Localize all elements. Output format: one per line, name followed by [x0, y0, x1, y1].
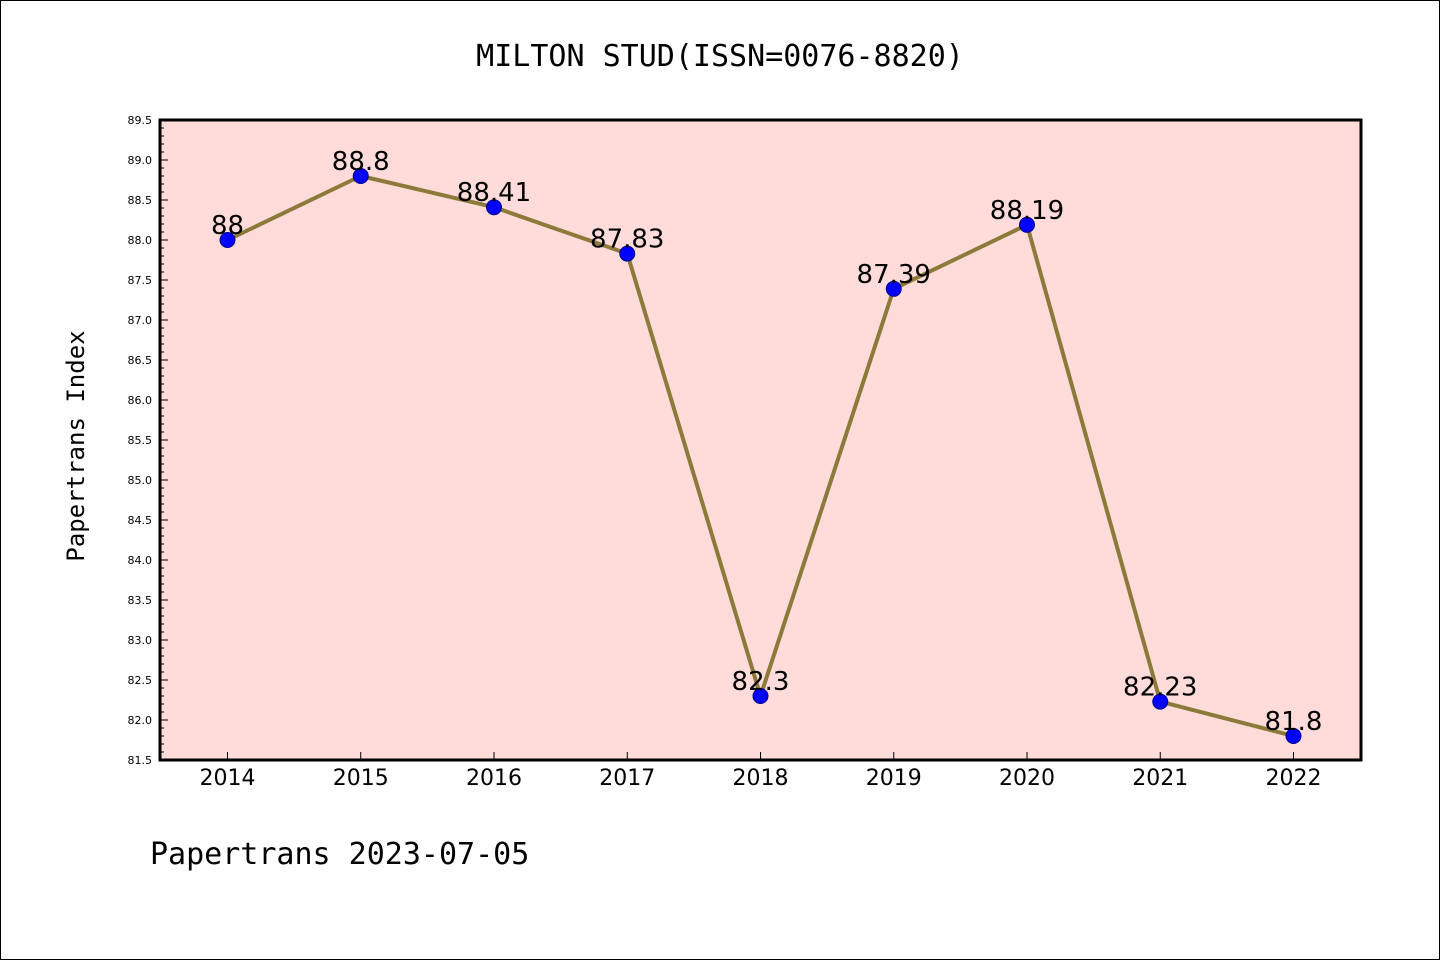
y-tick-label: 85.0	[128, 474, 153, 487]
data-label: 87.83	[590, 225, 664, 255]
y-tick-label: 84.0	[128, 554, 153, 567]
y-tick-label: 83.5	[128, 594, 153, 607]
y-axis-label: Papertrans Index	[62, 330, 90, 561]
data-label: 88.19	[990, 196, 1064, 226]
data-point	[1019, 216, 1035, 233]
data-labels: 88 88.8 88.41 87.83 82.3 87.39 88.19 82.23 81.8	[211, 147, 1322, 737]
y-tick-label: 87.5	[128, 274, 153, 287]
data-point	[1152, 693, 1169, 710]
x-axis: 2014 2015 2016 2017 2018 2019 2020 2021 2022	[200, 752, 1322, 791]
data-label: 82.3	[732, 667, 790, 697]
data-label: 82.23	[1123, 673, 1197, 703]
y-tick-label: 88.5	[128, 194, 153, 207]
data-label: 87.39	[857, 260, 931, 290]
y-tick-label: 85.5	[128, 434, 153, 447]
x-tick-label: 2020	[999, 766, 1055, 791]
data-point	[352, 168, 369, 184]
chart-title: MILTON STUD(ISSN=0076-8820)	[476, 39, 964, 74]
x-tick-label: 2015	[333, 766, 389, 791]
x-tick-label: 2019	[866, 766, 922, 791]
y-tick-label: 89.0	[128, 154, 153, 167]
x-tick-label: 2014	[200, 766, 256, 791]
y-tick-label: 87.0	[128, 314, 153, 327]
y-tick-label: 86.5	[128, 354, 153, 367]
y-tick-label: 84.5	[128, 514, 153, 527]
x-tick-label: 2017	[599, 766, 655, 791]
data-point	[1285, 728, 1302, 744]
data-label: 81.8	[1265, 707, 1323, 737]
data-label: 88.8	[332, 147, 390, 177]
data-point	[486, 199, 502, 216]
x-tick-label: 2018	[733, 766, 789, 791]
data-point	[619, 245, 636, 262]
data-point	[219, 232, 236, 248]
footer-text: Papertrans 2023-07-05	[150, 837, 529, 872]
data-point	[752, 688, 769, 704]
data-points	[219, 168, 1302, 744]
x-tick-label: 2022	[1266, 766, 1322, 791]
plot-area	[158, 118, 1363, 762]
x-tick-label: 2021	[1132, 766, 1188, 791]
y-axis: 81.5 82.0 82.5 83.0 83.5 84.0 84.5 85.0 85.5 86.0…	[128, 114, 168, 767]
data-label: 88.41	[457, 178, 531, 208]
y-tick-label: 81.5	[128, 754, 153, 767]
data-label: 88	[211, 211, 244, 241]
y-tick-label: 88.0	[128, 234, 153, 247]
y-tick-label: 86.0	[128, 394, 153, 407]
y-tick-label: 83.0	[128, 634, 153, 647]
y-tick-label: 89.5	[128, 114, 153, 127]
y-tick-label: 82.5	[128, 674, 153, 687]
x-tick-label: 2016	[466, 766, 522, 791]
y-tick-label: 82.0	[128, 714, 153, 727]
data-point	[885, 280, 902, 297]
